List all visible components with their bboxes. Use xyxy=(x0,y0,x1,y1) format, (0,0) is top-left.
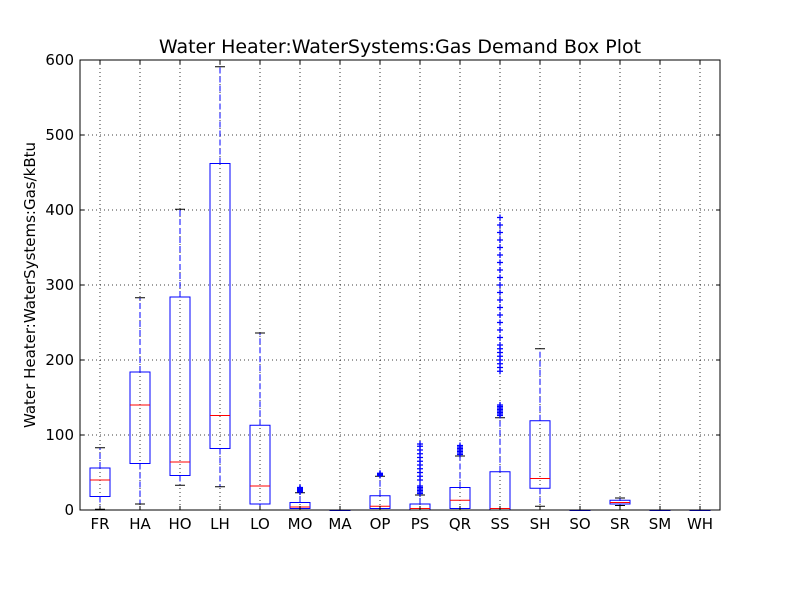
y-tick-label: 500 xyxy=(45,126,74,144)
flier-point xyxy=(497,312,503,318)
x-tick-label: MA xyxy=(328,515,352,533)
x-tick-label: OP xyxy=(370,515,391,533)
box-ho xyxy=(169,208,191,486)
x-tick-label: SO xyxy=(569,515,590,533)
flier-point xyxy=(497,289,503,296)
flier-point xyxy=(417,483,423,489)
flier-point xyxy=(497,259,503,266)
flier-point xyxy=(497,214,503,221)
flier-point xyxy=(497,252,503,258)
x-tick-label: SS xyxy=(490,515,509,533)
flier-point xyxy=(457,442,463,449)
x-tick-label: SM xyxy=(649,515,671,533)
flier-point xyxy=(497,327,503,333)
flier-point xyxy=(377,470,383,477)
x-tick-label: QR xyxy=(449,515,471,533)
axis-ticks: 0 100 200 300 400 500 600 FR HA HO LH LO MO MA OP PS QR S… xyxy=(45,51,720,533)
plot-area-frame xyxy=(79,59,721,511)
y-tick-label: 600 xyxy=(45,51,74,69)
y-tick-label: 300 xyxy=(45,276,74,294)
flier-point xyxy=(497,222,503,228)
box-ps xyxy=(409,441,431,511)
box-iqr xyxy=(209,163,231,449)
x-tick-label: LH xyxy=(210,515,230,533)
box-iqr xyxy=(249,424,271,505)
box-iqr xyxy=(529,420,551,489)
x-tick-label: PS xyxy=(411,515,430,533)
flier-point xyxy=(497,282,503,288)
x-tick-label: LO xyxy=(250,515,270,533)
box-sh xyxy=(529,348,551,507)
flier-point xyxy=(497,274,503,281)
y-tick-label: 100 xyxy=(45,426,74,444)
x-tick-label: SH xyxy=(530,515,551,533)
flier-point xyxy=(497,319,503,326)
flier-point xyxy=(497,297,503,303)
box-lo xyxy=(249,332,271,511)
y-tick-label: 0 xyxy=(64,501,74,519)
flier-point xyxy=(297,484,303,491)
flier-point xyxy=(497,244,503,251)
flier-point xyxy=(497,402,503,408)
x-tick-label: MO xyxy=(288,515,313,533)
chart-title: Water Heater:WaterSystems:Gas Demand Box… xyxy=(159,36,641,58)
box-op xyxy=(369,470,391,511)
box-ha xyxy=(129,297,151,505)
box-iqr xyxy=(169,296,191,476)
flier-point xyxy=(417,441,423,447)
box-iqr xyxy=(129,371,151,464)
flier-point xyxy=(497,334,503,341)
x-tick-label: WH xyxy=(687,515,713,533)
x-tick-label: HO xyxy=(168,515,191,533)
flier-point xyxy=(497,237,503,243)
x-tick-label: HA xyxy=(129,515,151,533)
flier-point xyxy=(497,229,503,236)
box-iqr xyxy=(89,467,111,497)
x-tick-label: FR xyxy=(90,515,109,533)
y-axis-label: Water Heater:WaterSystems:Gas/kBtu xyxy=(21,142,39,428)
y-tick-label: 200 xyxy=(45,351,74,369)
flier-point xyxy=(497,267,503,273)
flier-point xyxy=(497,304,503,311)
box-mo xyxy=(289,484,311,511)
box-sr xyxy=(609,497,631,506)
y-tick-label: 400 xyxy=(45,201,74,219)
box-lh xyxy=(209,66,231,488)
flier-point xyxy=(497,342,503,348)
x-tick-label: SR xyxy=(610,515,630,533)
